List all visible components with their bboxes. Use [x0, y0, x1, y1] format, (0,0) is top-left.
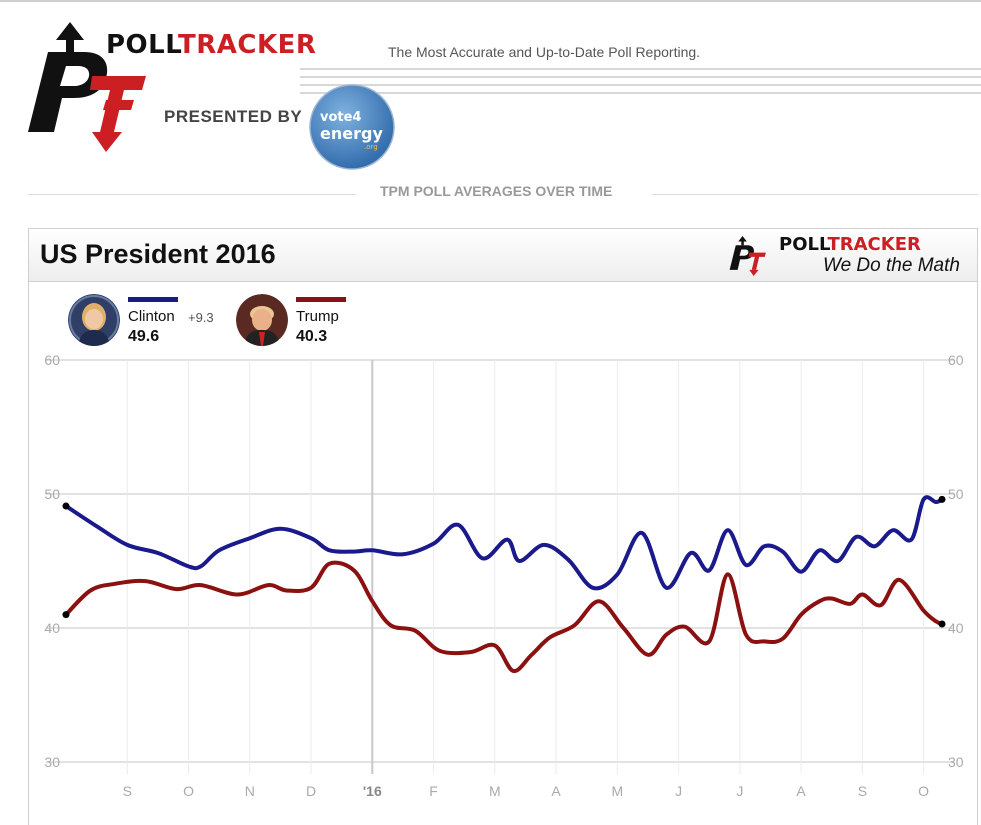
x-tick-label: A [796, 783, 806, 799]
y-tick-label-left: 50 [44, 486, 60, 502]
y-tick-label-right: 60 [948, 352, 964, 368]
clinton-value: 49.6 [128, 328, 160, 345]
y-tick-label-left: 60 [44, 352, 60, 368]
y-tick-label-right: 30 [948, 754, 964, 770]
trump-avatar [236, 294, 288, 346]
vote4energy-badge[interactable]: vote4 energy .org [308, 83, 396, 171]
trump-end-point [938, 620, 946, 628]
trump-value: 40.3 [296, 328, 328, 345]
x-tick-label: F [429, 783, 438, 799]
clinton-name: Clinton [128, 308, 175, 325]
x-tick-label: D [306, 783, 316, 799]
x-tick-label: S [858, 783, 867, 799]
clinton-end-point [938, 495, 946, 503]
x-tick-label: J [675, 783, 682, 799]
brand-title-second: TRACKER [178, 30, 317, 60]
panel-logo-title: POLLTRACKER [779, 234, 921, 255]
header-stripes [300, 68, 981, 100]
section-header: TPM POLL AVERAGES OVER TIME [0, 183, 981, 203]
chart-panel: US President 2016 POLLTRACKER We Do the … [28, 228, 978, 825]
trump-name: Trump [296, 308, 339, 325]
clinton-avatar [68, 294, 120, 346]
brand-title-first: POLL [106, 30, 178, 60]
panel-logo-first: POLL [779, 234, 828, 255]
sponsor-line-3: .org [364, 143, 378, 151]
clinton-lead: +9.3 [188, 310, 214, 325]
sponsor-line-2: energy [320, 124, 383, 143]
x-tick-label: A [551, 783, 561, 799]
x-tick-label: N [245, 783, 255, 799]
x-tick-label: M [611, 783, 623, 799]
panel-logo-tagline: We Do the Math [823, 255, 960, 276]
x-tick-label: '16 [363, 783, 382, 799]
clinton-trend-line [64, 495, 944, 591]
trump-color-bar [296, 297, 346, 302]
brand-title: POLLTRACKER [106, 30, 316, 60]
x-tick-label: J [736, 783, 743, 799]
panel-logo-second: TRACKER [827, 234, 921, 255]
legend-trump[interactable]: Trump 40.3 [236, 294, 366, 350]
y-tick-label-right: 50 [948, 486, 964, 502]
polltracker-logo-icon [28, 22, 146, 152]
polltracker-mini-logo-icon [729, 236, 766, 276]
top-border [0, 0, 981, 2]
clinton-start-point [62, 502, 70, 510]
y-tick-label-left: 30 [44, 754, 60, 770]
polltracker-small-logo: POLLTRACKER We Do the Math [727, 234, 973, 278]
legend-clinton[interactable]: Clinton 49.6 +9.3 [68, 294, 228, 350]
trump-start-point [62, 611, 70, 619]
clinton-color-bar [128, 297, 178, 302]
chart-title: US President 2016 [40, 239, 276, 269]
y-tick-label-left: 40 [44, 620, 60, 636]
x-tick-label: O [183, 783, 194, 799]
x-tick-label: O [918, 783, 929, 799]
section-title: TPM POLL AVERAGES OVER TIME [380, 183, 613, 199]
panel-header: US President 2016 POLLTRACKER We Do the … [29, 229, 977, 282]
x-tick-label: M [489, 783, 501, 799]
tagline: The Most Accurate and Up-to-Date Poll Re… [388, 44, 701, 60]
page-header: POLLTRACKER The Most Accurate and Up-to-… [0, 0, 981, 210]
x-tick-label: S [123, 783, 132, 799]
sponsor-line-1: vote4 [320, 110, 361, 125]
presented-by-label: PRESENTED BY [164, 107, 303, 126]
y-tick-label-right: 40 [948, 620, 964, 636]
trump-trend-line [64, 560, 944, 673]
